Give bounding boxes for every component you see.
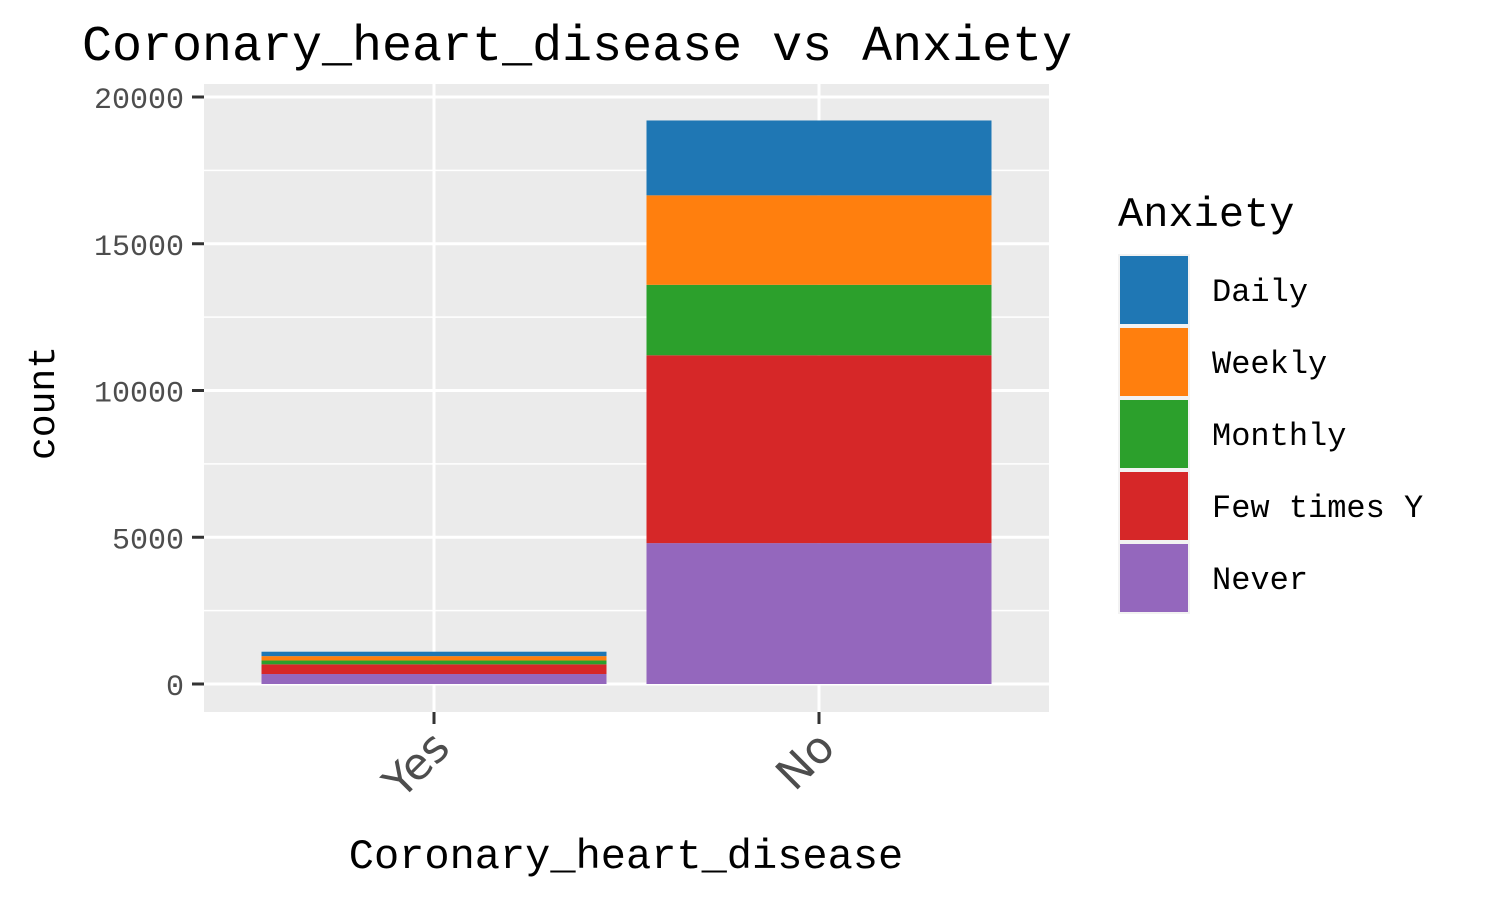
bar-yes-never (261, 674, 607, 684)
legend-title: Anxiety (1118, 191, 1294, 239)
bar-no-never (646, 543, 992, 684)
bar-no-daily (646, 120, 992, 196)
bar-yes-few-times-y (261, 664, 607, 675)
y-tick-label: 20000 (94, 84, 184, 118)
legend-key (1120, 472, 1188, 540)
legend-key (1120, 256, 1188, 324)
y-tick-label: 0 (166, 671, 184, 705)
x-axis: Yes No (373, 712, 845, 809)
x-tick-label: No (766, 722, 844, 800)
legend: Anxiety Daily Weekly Monthly Few times Y Nev… (1118, 191, 1423, 614)
x-tick-label: Yes (373, 722, 460, 809)
legend-label: Few times Y (1212, 490, 1423, 527)
legend-label: Monthly (1212, 418, 1346, 455)
legend-key (1120, 544, 1188, 612)
y-tick-label: 15000 (94, 231, 184, 265)
x-axis-title: Coronary_heart_disease (349, 833, 904, 881)
bar-no-few-times-y (646, 355, 992, 544)
bar-yes-monthly (261, 660, 607, 665)
legend-key (1120, 400, 1188, 468)
y-axis-title: count (23, 346, 66, 460)
legend-label: Daily (1212, 274, 1308, 311)
y-tick-label: 5000 (112, 524, 184, 558)
bar-no-monthly (646, 284, 992, 356)
legend-label: Weekly (1212, 346, 1327, 383)
y-axis: 0 5000 10000 15000 20000 (94, 84, 204, 705)
bar-yes-daily (261, 651, 607, 657)
legend-label: Never (1212, 562, 1308, 599)
chart-title: Coronary_heart_disease vs Anxiety (82, 19, 1072, 76)
legend-key (1120, 328, 1188, 396)
bar-no-weekly (646, 195, 992, 285)
bar-yes-weekly (261, 656, 607, 661)
y-tick-label: 10000 (94, 378, 184, 412)
bars (261, 120, 992, 684)
